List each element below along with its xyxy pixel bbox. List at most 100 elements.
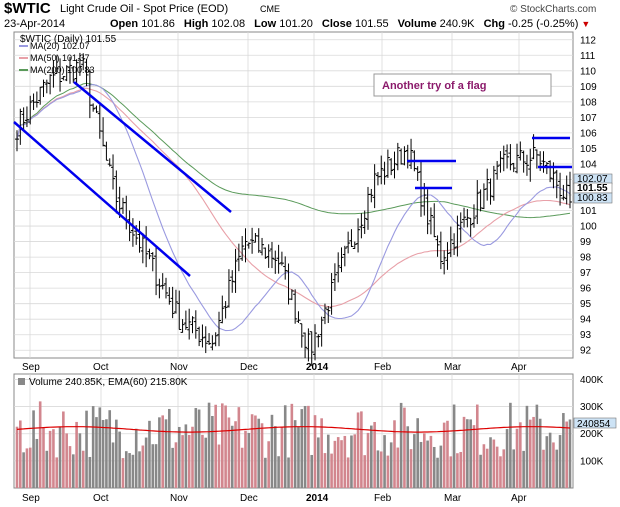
volume-bar	[197, 409, 201, 488]
volume-bar	[343, 435, 347, 488]
price-x-tick-label: Sep	[22, 362, 40, 373]
volume-bar	[283, 405, 287, 488]
price-tick-label: 98	[580, 253, 592, 264]
volume-bar	[409, 449, 413, 488]
volume-tick-label: 400K	[580, 375, 604, 386]
price-x-tick-label: 2014	[306, 362, 329, 373]
open-value: 101.86	[141, 18, 175, 30]
volume-bar	[399, 402, 403, 488]
last-value-tag: 102.07	[577, 174, 608, 185]
volume-bar	[194, 408, 198, 488]
quote-line: Open 101.86 High 102.08 Low 101.20 Close…	[110, 18, 590, 30]
volume-bar	[111, 442, 115, 488]
volume-bar	[273, 426, 277, 488]
low-value: 101.20	[279, 18, 313, 30]
chg-label: Chg	[483, 18, 505, 30]
volume-bar	[363, 455, 366, 488]
ema60-line	[16, 426, 571, 433]
volume-bar	[432, 446, 436, 488]
volume-bar	[366, 432, 370, 488]
volume-bar	[177, 426, 181, 488]
volume-legend-swatch	[18, 378, 25, 385]
ohlc-bars	[15, 52, 572, 366]
volume-x-tick-label: Nov	[170, 493, 188, 504]
volume-bar	[181, 435, 184, 488]
volume-bar	[191, 426, 194, 488]
volume-bar	[562, 413, 565, 488]
volume-bar	[323, 453, 327, 488]
volume-bar	[376, 450, 380, 488]
volume-bar	[277, 456, 280, 488]
volume-bar	[320, 418, 323, 488]
volume-bar	[58, 427, 62, 488]
volume-panel	[13, 373, 574, 489]
volume-bar	[502, 449, 506, 488]
volume-bar	[356, 412, 360, 488]
price-legend-title: $WTIC (Daily) 101.55	[20, 34, 117, 45]
volume-bar	[204, 437, 208, 488]
volume-bar	[91, 406, 95, 488]
volume-bar	[224, 405, 227, 488]
high-value: 102.08	[211, 18, 246, 30]
volume-bar	[290, 403, 294, 488]
volume-bar	[495, 446, 499, 488]
volume-bar	[297, 426, 300, 488]
price-tick-label: 95	[580, 299, 592, 310]
price-x-axis: Sep Oct Nov Dec 2014 Feb Mar Apr	[22, 362, 527, 373]
volume-bar	[310, 454, 314, 488]
channel-upper-line	[73, 81, 232, 213]
volume-bar	[78, 433, 82, 488]
volume-bar	[449, 456, 453, 488]
volume-bar	[532, 416, 535, 488]
volume-bar	[148, 420, 151, 488]
price-tick-label: 99	[580, 237, 592, 248]
price-tick-label: 94	[580, 315, 592, 326]
volume-bar	[403, 407, 406, 488]
volume-bar	[138, 451, 141, 488]
volume-bar	[446, 420, 449, 488]
volume-bar	[45, 450, 49, 488]
volume-bar	[313, 415, 317, 488]
price-tick-label: 108	[580, 97, 597, 108]
volume-bar	[254, 415, 257, 488]
volume-bar	[62, 411, 65, 488]
volume-bar	[260, 423, 264, 488]
last-value-tag: 101.55	[577, 183, 608, 194]
volume-bar	[452, 404, 456, 488]
price-tick-label: 93	[580, 330, 592, 341]
volume-bar	[505, 429, 509, 488]
volume-bar	[370, 425, 373, 488]
volume-bar	[340, 440, 343, 488]
volume-bar	[525, 405, 529, 488]
volume-label: Volume	[397, 18, 437, 30]
volume-bar	[118, 431, 121, 488]
volume-bar	[542, 449, 545, 488]
volume-bar	[552, 442, 555, 488]
price-x-tick-label: Mar	[444, 362, 462, 373]
volume-bar	[528, 419, 532, 488]
volume-bar	[121, 458, 125, 488]
chart-exchange: CME	[260, 4, 280, 14]
price-tick-label: 109	[580, 82, 597, 93]
price-tick-label: 105	[580, 144, 597, 155]
volume-bar	[88, 456, 92, 488]
volume-bar	[221, 403, 224, 488]
volume-bar	[512, 449, 516, 488]
volume-bar	[227, 417, 231, 488]
price-y-axis: 9293949596979899100101102103104105106107…	[580, 35, 597, 356]
volume-bar	[519, 422, 522, 488]
volume-bar	[250, 414, 254, 488]
price-tick-label: 100	[580, 222, 597, 233]
volume-bar	[38, 401, 42, 488]
volume-x-tick-label: 2014	[306, 493, 329, 504]
volume-tick-label: 200K	[580, 429, 604, 440]
volume-bar	[81, 450, 85, 488]
volume-bar	[535, 404, 539, 488]
channel-lower-line	[13, 121, 191, 277]
volume-bar	[187, 434, 191, 488]
volume-bar	[416, 418, 419, 488]
price-x-tick-label: Apr	[511, 362, 527, 373]
ma20-line	[16, 84, 571, 332]
